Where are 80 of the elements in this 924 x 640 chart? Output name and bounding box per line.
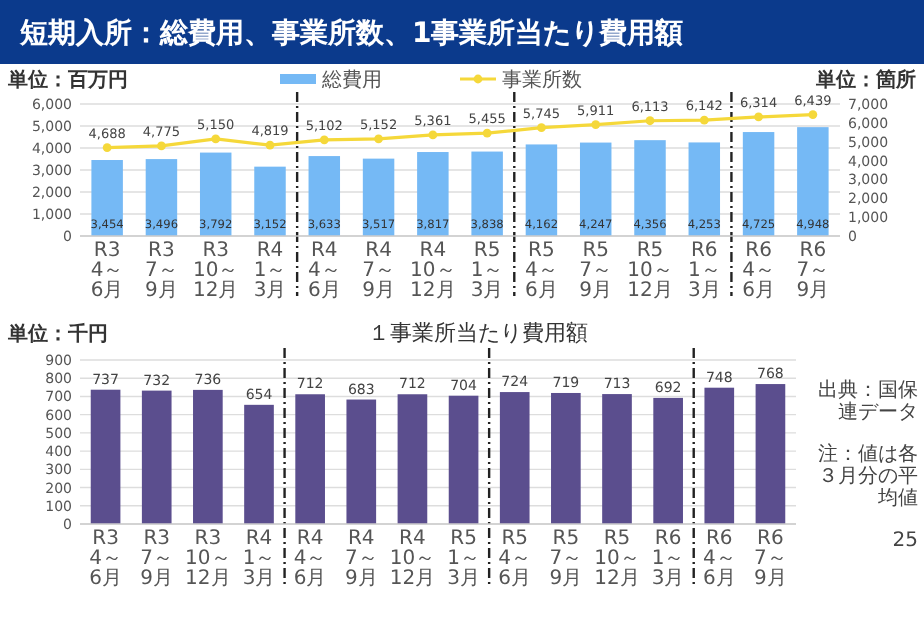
legend-label: 総費用: [320, 68, 382, 92]
y2-axis-title: 単位：箇所: [814, 68, 916, 92]
bar: [91, 160, 123, 236]
bar: [704, 387, 735, 524]
x-tick-label: R6 7～9月: [796, 240, 830, 302]
bar: [579, 142, 612, 236]
bar: [244, 404, 274, 524]
point: [319, 135, 329, 145]
bar: [308, 156, 341, 236]
point: [374, 134, 383, 144]
point: [754, 112, 763, 122]
bar: [602, 394, 632, 524]
bar: [797, 127, 829, 236]
x-tick-label: R6 4～6月: [742, 240, 775, 302]
x-tick-label: R4 4～6月: [293, 528, 327, 590]
chart-title: 短期入所：総費用、事業所数、1事業所当たり費用額: [18, 16, 684, 50]
x-tick-label: R4 1～3月: [242, 528, 276, 590]
bar: [254, 166, 286, 236]
x-tick-label: R4 7～9月: [344, 528, 378, 590]
x-tick-label: R6 1～3月: [687, 240, 721, 302]
bar: [346, 399, 377, 524]
x-tick-label: R3 10～12月: [192, 240, 239, 302]
chart-title: １事業所当たり費用額: [368, 320, 588, 346]
bar: [551, 392, 581, 524]
bar: [193, 389, 223, 524]
point: [537, 123, 546, 133]
bar: [362, 158, 395, 236]
x-tick-label: R3 7～9月: [145, 240, 178, 302]
bar: [471, 151, 503, 236]
point: [645, 116, 655, 126]
bar: [145, 159, 178, 236]
x-tick-label: R3 10～12月: [185, 528, 231, 590]
x-tick-label: R3 4～6月: [89, 528, 122, 590]
text: 注：値は各３月分の平均値: [818, 442, 918, 510]
x-tick-label: R4 10～12月: [389, 528, 436, 590]
bar: [742, 132, 775, 236]
x-tick-label: R6 4～6月: [702, 528, 736, 590]
point: [265, 140, 275, 150]
legend-label: 事業所数: [502, 68, 582, 92]
point: [428, 130, 438, 140]
bar: [397, 394, 428, 524]
y-axis-title: 単位：千円: [6, 322, 108, 346]
x-tick-label: R6 1～3月: [651, 528, 685, 590]
source-note: 出典：国保連データ: [818, 378, 918, 424]
bar: [634, 140, 666, 236]
x-tick-label: R4 4～6月: [307, 240, 341, 302]
x-tick-label: R4 1～3月: [253, 240, 287, 302]
x-tick-label: R5 4～6月: [498, 528, 532, 590]
bar: [90, 389, 121, 524]
x-tick-label: R4 7～9月: [362, 240, 395, 302]
x-tick-label: R5 7～9月: [579, 240, 613, 302]
y-axis-title: 単位：百万円: [6, 68, 128, 92]
bar: [653, 397, 683, 524]
bar: [755, 384, 786, 524]
x-tick-label: R4 10～12月: [410, 240, 456, 302]
x-tick-label: R5 4～6月: [525, 240, 558, 302]
x-tick-label: R3 4～6月: [90, 240, 124, 302]
x-tick-label: R5 10～12月: [594, 528, 640, 590]
x-tick-label: R5 7～9月: [549, 528, 583, 590]
text: 25: [892, 530, 918, 552]
point: [102, 143, 112, 152]
point: [699, 115, 709, 125]
x-tick-label: R5 1～3月: [447, 528, 480, 590]
x-tick-label: R3 7～9月: [140, 528, 174, 590]
point: [211, 134, 221, 144]
bar: [295, 394, 325, 524]
bar: [141, 390, 172, 524]
bar: [448, 395, 479, 524]
x-tick-label: R5 10～12月: [627, 240, 673, 302]
point: [591, 120, 601, 129]
point: [157, 141, 166, 151]
x-tick-label: R6 7～9月: [754, 528, 787, 590]
x-tick-label: R5 1～3月: [470, 240, 504, 302]
bar: [417, 152, 449, 236]
point: [482, 128, 492, 138]
bar: [525, 144, 558, 236]
point: [808, 110, 818, 119]
bar: [688, 142, 721, 236]
bar: [199, 152, 232, 236]
bar: [499, 392, 530, 524]
